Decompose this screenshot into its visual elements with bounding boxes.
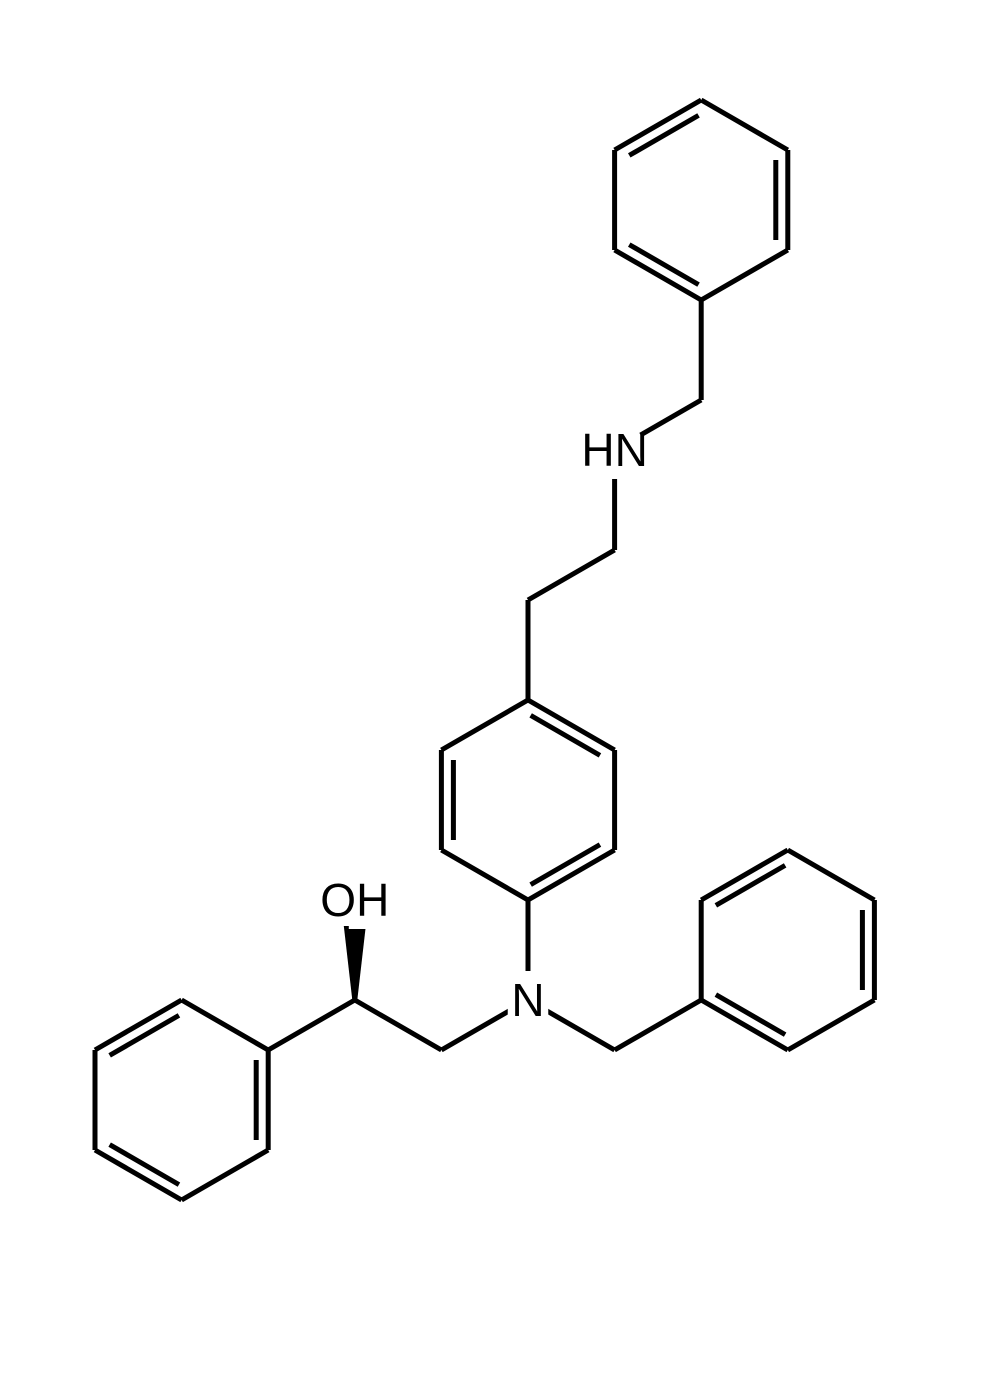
bond: [788, 850, 875, 900]
atom-label: HN: [581, 424, 647, 476]
bond: [182, 1000, 269, 1050]
bond: [95, 1000, 182, 1050]
bonds-layer: [95, 100, 874, 1200]
bond: [528, 550, 615, 600]
bond: [268, 1000, 355, 1050]
bond: [615, 1000, 702, 1050]
molecule-canvas: HN N OH: [0, 0, 995, 1396]
bond: [545, 1010, 614, 1050]
bond: [615, 100, 702, 150]
bond: [528, 700, 615, 750]
atom-label: OH: [320, 874, 389, 926]
bond: [701, 850, 788, 900]
bond: [641, 400, 702, 435]
atom-label: N: [511, 974, 544, 1026]
bond: [701, 1000, 788, 1050]
bond: [615, 250, 702, 300]
bond: [182, 1150, 269, 1200]
bond: [701, 250, 788, 300]
wedge-bond: [344, 926, 366, 1000]
bond: [355, 1000, 442, 1050]
bond: [441, 1010, 510, 1050]
bond: [441, 700, 528, 750]
bond: [95, 1150, 182, 1200]
bond: [788, 1000, 875, 1050]
bond: [441, 850, 528, 900]
bond: [528, 850, 615, 900]
bond: [701, 100, 788, 150]
